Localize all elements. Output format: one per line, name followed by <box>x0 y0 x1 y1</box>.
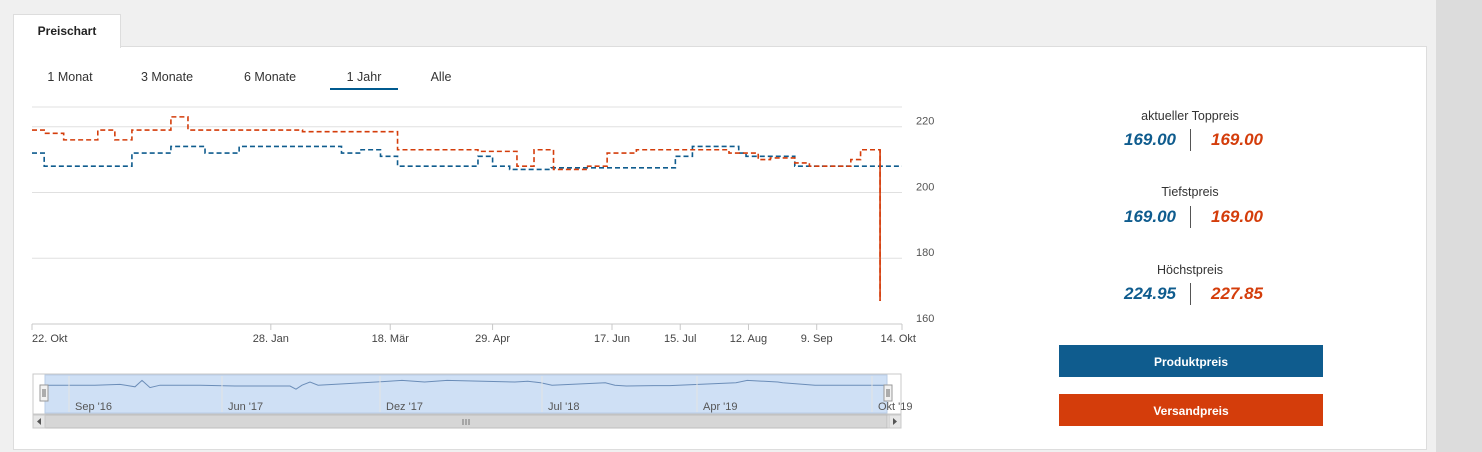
range-1-jahr[interactable]: 1 Jahr <box>330 70 398 90</box>
tiefstpreis-produkt: 169.00 <box>1124 207 1176 226</box>
range-6-monate[interactable]: 6 Monate <box>243 70 297 84</box>
stat-row-hoechstpreis: 224.95 227.85 <box>1040 282 1340 306</box>
versandpreis-button[interactable]: Versandpreis <box>1059 394 1323 426</box>
stat-row-toppreis: 169.00 169.00 <box>1040 128 1340 152</box>
hoechstpreis-produkt: 224.95 <box>1124 284 1176 303</box>
tab-preischart[interactable]: Preischart <box>13 14 121 48</box>
produktpreis-button[interactable]: Produktpreis <box>1059 345 1323 377</box>
range-1-monat[interactable]: 1 Monat <box>47 70 93 84</box>
divider <box>1190 129 1191 151</box>
range-3-monate[interactable]: 3 Monate <box>140 70 194 84</box>
stat-label-hoechstpreis: Höchstpreis <box>1157 263 1223 277</box>
toppreis-produkt: 169.00 <box>1124 130 1176 149</box>
divider <box>1190 283 1191 305</box>
divider <box>1190 206 1191 228</box>
stat-label-toppreis: aktueller Toppreis <box>1141 109 1239 123</box>
stat-label-tiefstpreis: Tiefstpreis <box>1161 185 1219 199</box>
page-scrollbar[interactable] <box>1436 0 1482 452</box>
range-alle[interactable]: Alle <box>430 70 452 84</box>
toppreis-versand: 169.00 <box>1211 130 1263 149</box>
stat-row-tiefstpreis: 169.00 169.00 <box>1040 205 1340 229</box>
tiefstpreis-versand: 169.00 <box>1211 207 1263 226</box>
hoechstpreis-versand: 227.85 <box>1211 284 1263 303</box>
